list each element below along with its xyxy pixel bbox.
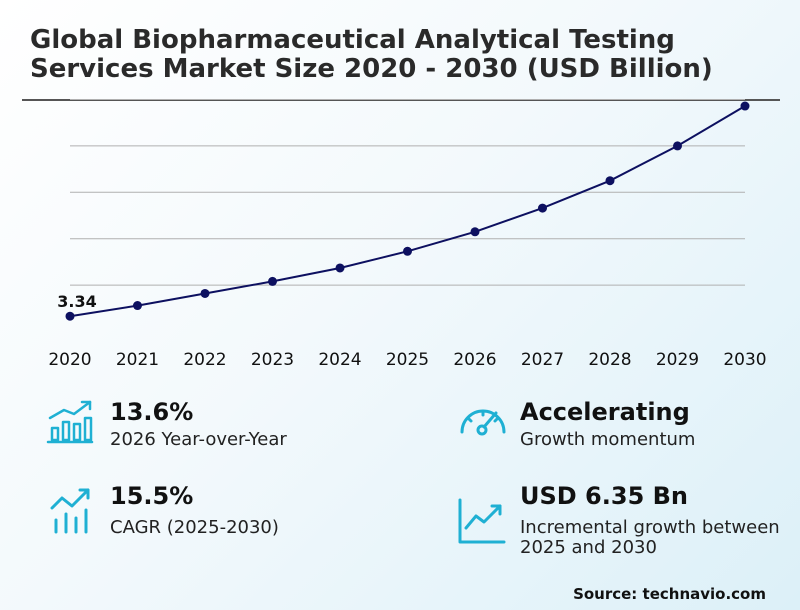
data-point [470,227,480,237]
x-tick-label: 2024 [318,350,361,370]
x-tick-label: 2020 [48,350,91,370]
kpi-value: 13.6% [110,398,194,426]
kpi-value: Accelerating [520,398,690,426]
x-tick-label: 2023 [251,350,294,370]
kpi-desc: 2026 Year-over-Year [110,429,287,450]
chart-title: Global Biopharmaceutical Analytical Test… [30,25,713,84]
x-tick-label: 2021 [116,350,159,370]
kpi-desc: Incremental growth between 2025 and 2030 [520,517,780,558]
data-point [605,176,615,186]
x-tick-label: 2029 [656,350,699,370]
x-tick-label: 2028 [588,350,631,370]
data-point [335,263,345,273]
gridlines [70,99,745,286]
data-point [65,311,75,321]
line-chart: 2020 2021 2022 2023 2024 2025 2026 2027 2028 2029… [48,99,767,370]
kpi-value: 15.5% [110,482,194,510]
speedometer-icon [460,409,506,436]
data-point [673,141,682,151]
data-point [200,288,210,298]
data-point [403,246,412,256]
data-point [268,276,277,286]
x-axis-ticks: 2020 2021 2022 2023 2024 2025 2026 2027 2028 2029… [48,350,766,370]
data-point [538,203,547,213]
x-tick-label: 2026 [453,350,496,370]
line-chart-up-icon [458,498,506,544]
data-point [740,101,750,111]
data-point [133,301,142,311]
data-label: 3.34 [57,292,96,311]
kpi-desc: CAGR (2025-2030) [110,517,279,538]
kpi-desc: Growth momentum [520,429,696,450]
trend-bars-icon [50,488,90,534]
x-tick-label: 2025 [386,350,429,370]
data-labels: 3.34 [57,292,96,311]
data-points [65,101,750,321]
x-tick-label: 2022 [183,350,226,370]
x-tick-label: 2030 [723,350,766,370]
source-note: Source: technavio.com [573,585,766,603]
kpi-value: USD 6.35 Bn [520,482,688,510]
x-tick-label: 2027 [521,350,564,370]
bar-chart-growth-icon [46,400,94,444]
